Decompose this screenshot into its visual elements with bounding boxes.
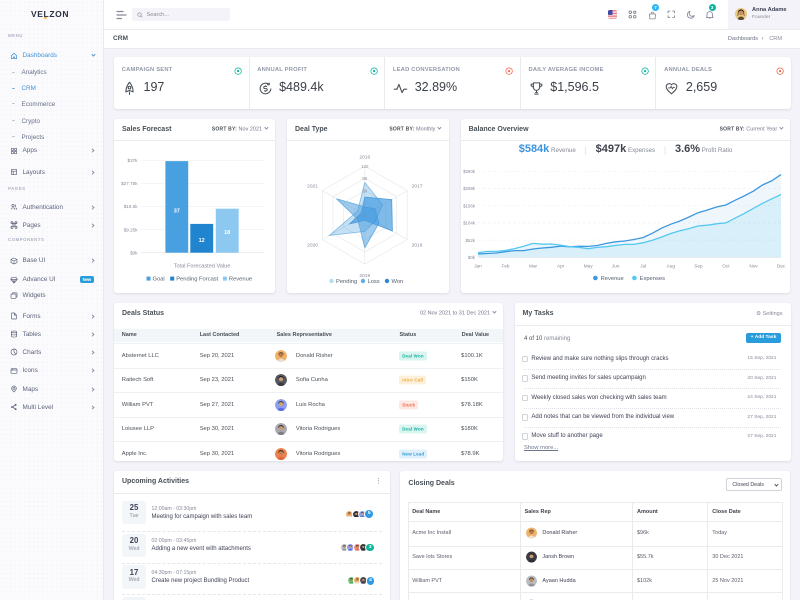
svg-text:Expenses: Expenses: [639, 276, 664, 282]
svg-text:$0k: $0k: [130, 250, 138, 255]
svg-text:Pending Forcast: Pending Forcast: [176, 276, 218, 282]
svg-text:2016: 2016: [359, 154, 370, 160]
svg-text:Dec: Dec: [776, 263, 785, 268]
svg-text:Aug: Aug: [666, 263, 675, 268]
svg-text:Jul: Jul: [640, 263, 646, 268]
svg-text:2020: 2020: [307, 242, 318, 248]
svg-text:Nov: Nov: [749, 263, 758, 268]
svg-text:2021: 2021: [307, 183, 318, 189]
svg-text:Revenue: Revenue: [229, 276, 252, 282]
svg-text:Pending: Pending: [336, 279, 357, 285]
svg-text:Revenue: Revenue: [600, 276, 623, 282]
svg-text:2019: 2019: [359, 273, 370, 279]
svg-text:$208k: $208k: [463, 186, 476, 191]
svg-text:Mar: Mar: [529, 263, 538, 268]
svg-text:60: 60: [362, 188, 367, 193]
svg-text:90: 90: [362, 176, 367, 181]
svg-text:$37k: $37k: [128, 158, 139, 163]
svg-text:Sep: Sep: [694, 263, 703, 268]
svg-text:Apr: Apr: [557, 263, 565, 268]
svg-text:0: 0: [364, 213, 367, 218]
svg-text:Jan: Jan: [474, 263, 482, 268]
svg-text:Total Forecasted Value: Total Forecasted Value: [174, 263, 231, 269]
svg-text:$0k: $0k: [468, 255, 476, 260]
svg-text:2018: 2018: [412, 242, 423, 248]
svg-text:120: 120: [361, 164, 369, 169]
svg-text:Feb: Feb: [501, 263, 509, 268]
svg-text:Won: Won: [391, 279, 403, 285]
svg-text:12: 12: [199, 238, 205, 244]
svg-text:$18.5k: $18.5k: [124, 204, 138, 209]
svg-text:2017: 2017: [412, 183, 423, 189]
svg-text:$27.75k: $27.75k: [121, 181, 138, 186]
svg-text:$104k: $104k: [463, 220, 476, 225]
svg-text:Goal: Goal: [152, 276, 164, 282]
svg-text:37: 37: [174, 208, 180, 214]
svg-text:18: 18: [224, 230, 230, 236]
svg-text:$260k: $260k: [463, 169, 476, 174]
svg-text:Oct: Oct: [722, 263, 730, 268]
svg-text:$9.25k: $9.25k: [124, 227, 138, 232]
svg-text:$52k: $52k: [465, 237, 475, 242]
svg-text:May: May: [583, 263, 593, 268]
svg-text:$156k: $156k: [463, 203, 476, 208]
svg-text:Jun: Jun: [612, 263, 620, 268]
svg-text:Loss: Loss: [367, 279, 379, 285]
